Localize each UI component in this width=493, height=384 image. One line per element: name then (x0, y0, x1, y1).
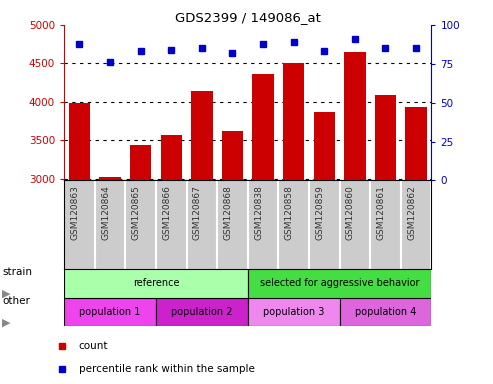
Text: strain: strain (2, 267, 33, 277)
Text: population 4: population 4 (355, 307, 416, 317)
Text: GSM120861: GSM120861 (377, 185, 386, 240)
Bar (405, 107, 427, 180)
Bar (340, 298, 431, 326)
Text: percentile rank within the sample: percentile rank within the sample (79, 364, 254, 374)
Bar (344, 52, 366, 180)
Text: other: other (2, 296, 31, 306)
Text: GSM120860: GSM120860 (346, 185, 355, 240)
Text: GSM120862: GSM120862 (407, 185, 416, 240)
Text: GSM120867: GSM120867 (193, 185, 202, 240)
Bar (130, 145, 151, 180)
Bar (222, 131, 243, 180)
Text: GSM120858: GSM120858 (284, 185, 294, 240)
Text: population 1: population 1 (79, 307, 141, 317)
Text: GSM120865: GSM120865 (132, 185, 141, 240)
Text: ▶: ▶ (2, 318, 11, 328)
Bar (283, 63, 304, 180)
Bar (161, 135, 182, 180)
Bar (247, 269, 431, 298)
Bar (64, 298, 156, 326)
Text: GSM120863: GSM120863 (70, 185, 79, 240)
Bar (156, 298, 247, 326)
Text: count: count (79, 341, 108, 351)
Text: GSM120868: GSM120868 (223, 185, 232, 240)
Text: GSM120866: GSM120866 (162, 185, 171, 240)
Text: population 3: population 3 (263, 307, 324, 317)
Bar (252, 74, 274, 180)
Bar (99, 177, 121, 180)
Text: GSM120859: GSM120859 (315, 185, 324, 240)
Bar (69, 103, 90, 180)
Text: GSM120838: GSM120838 (254, 185, 263, 240)
Bar (375, 95, 396, 180)
Text: ▶: ▶ (2, 289, 11, 299)
Bar (191, 91, 212, 180)
Bar (314, 112, 335, 180)
Bar (247, 298, 340, 326)
Bar (64, 269, 247, 298)
Text: selected for aggressive behavior: selected for aggressive behavior (260, 278, 420, 288)
Text: population 2: population 2 (171, 307, 233, 317)
Text: GSM120864: GSM120864 (101, 185, 110, 240)
Title: GDS2399 / 149086_at: GDS2399 / 149086_at (175, 11, 320, 24)
Text: reference: reference (133, 278, 179, 288)
